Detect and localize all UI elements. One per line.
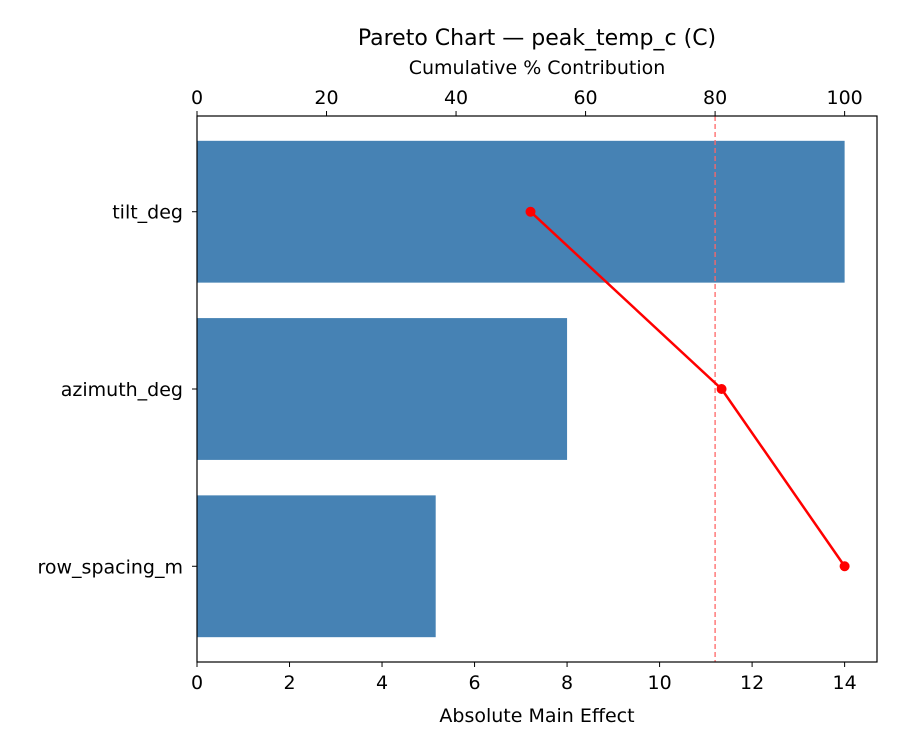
x2-tick-label: 60 — [573, 87, 597, 109]
x2-tick-label: 40 — [444, 87, 468, 109]
x-axis-label: Absolute Main Effect — [439, 705, 634, 727]
cumulative-point-row_spacing_m — [839, 561, 850, 572]
y-tick-label: tilt_deg — [112, 202, 183, 224]
x-tick-label: 14 — [833, 672, 857, 694]
y-tick-label: row_spacing_m — [38, 556, 184, 578]
bar-row_spacing_m — [197, 495, 436, 638]
x2-tick-label: 0 — [191, 87, 203, 109]
x-tick-label: 2 — [283, 672, 295, 694]
x-tick-label: 4 — [376, 672, 388, 694]
x-tick-label: 12 — [740, 672, 764, 694]
x2-tick-label: 20 — [314, 87, 338, 109]
x2-tick-label: 80 — [703, 87, 727, 109]
bar-azimuth_deg — [197, 318, 568, 460]
cumulative-point-azimuth_deg — [716, 384, 727, 394]
plot-frame — [196, 115, 878, 663]
chart-title: Pareto Chart — peak_temp_c (C) — [358, 26, 716, 51]
x2-tick-label: 100 — [826, 87, 862, 109]
x-tick-label: 0 — [191, 672, 203, 694]
bar-tilt_deg — [197, 140, 845, 283]
x-tick-label: 6 — [469, 672, 481, 694]
x2-axis-label: Cumulative % Contribution — [409, 57, 666, 79]
x-tick-label: 10 — [647, 672, 671, 694]
y-tick-label: azimuth_deg — [61, 379, 183, 401]
cumulative-point-tilt_deg — [525, 206, 536, 217]
x-tick-label: 8 — [561, 672, 573, 694]
